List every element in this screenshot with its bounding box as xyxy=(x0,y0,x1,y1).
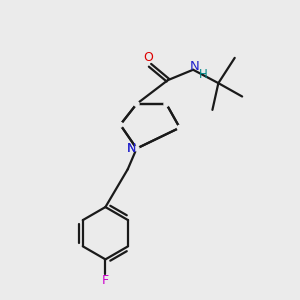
Text: N: N xyxy=(127,142,136,155)
Circle shape xyxy=(177,125,182,130)
Circle shape xyxy=(134,146,139,151)
Text: N: N xyxy=(127,142,136,155)
Circle shape xyxy=(164,102,169,106)
Circle shape xyxy=(118,122,123,127)
Text: N: N xyxy=(190,60,200,73)
Text: H: H xyxy=(199,68,208,81)
Circle shape xyxy=(134,102,139,106)
Text: O: O xyxy=(144,51,154,64)
Text: F: F xyxy=(102,274,109,287)
